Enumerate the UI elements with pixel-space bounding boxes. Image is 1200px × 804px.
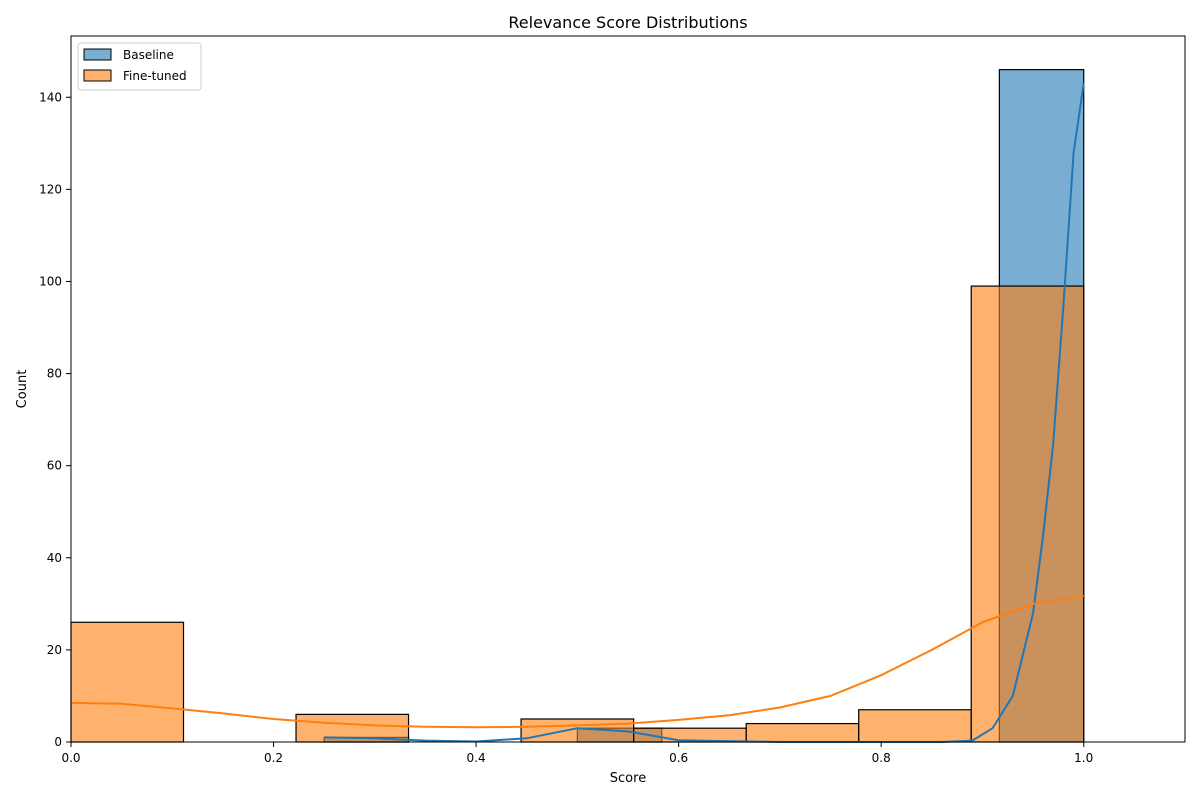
chart-title: Relevance Score Distributions	[508, 13, 747, 32]
x-tick-label: 0.6	[669, 751, 688, 765]
legend-label: Baseline	[123, 48, 174, 62]
plot-frame	[70, 35, 1186, 743]
legend: Baseline Fine-tuned	[77, 42, 202, 91]
histogram-bar-fine-tuned	[745, 722, 860, 743]
plot-area	[70, 69, 1085, 743]
kde-line-baseline	[324, 83, 1085, 743]
axes: 0.0 0.2 0.4 0.6 0.8 1.0 0 20 40 60 80 100 120 140	[39, 35, 1186, 765]
kde-line-fine-tuned	[70, 595, 1084, 729]
x-tick-label: 1.0	[1074, 751, 1093, 765]
x-axis-label: Score	[610, 771, 646, 786]
x-tick-label: 0.2	[264, 751, 283, 765]
kde-curves	[70, 83, 1085, 743]
y-tick-label: 0	[54, 735, 62, 749]
legend-label: Fine-tuned	[123, 69, 187, 83]
histogram-bars	[70, 69, 1085, 743]
y-tick-label: 100	[39, 274, 62, 288]
x-tick-label: 0.4	[467, 751, 486, 765]
y-axis-label: Count	[15, 370, 30, 409]
y-tick-label: 60	[47, 459, 62, 473]
histogram-bar-fine-tuned	[858, 709, 972, 743]
histogram-bar-fine-tuned	[70, 621, 185, 743]
y-tick-label: 40	[47, 551, 62, 565]
histogram-bar-fine-tuned	[970, 285, 1085, 743]
legend-swatch	[83, 69, 112, 82]
legend-swatch	[83, 48, 112, 61]
y-tick-label: 120	[39, 182, 62, 196]
y-tick-label: 20	[47, 643, 62, 657]
y-tick-label: 80	[47, 367, 62, 381]
y-tick-label: 140	[39, 90, 62, 104]
x-tick-label: 0.8	[872, 751, 891, 765]
x-tick-label: 0.0	[61, 751, 80, 765]
